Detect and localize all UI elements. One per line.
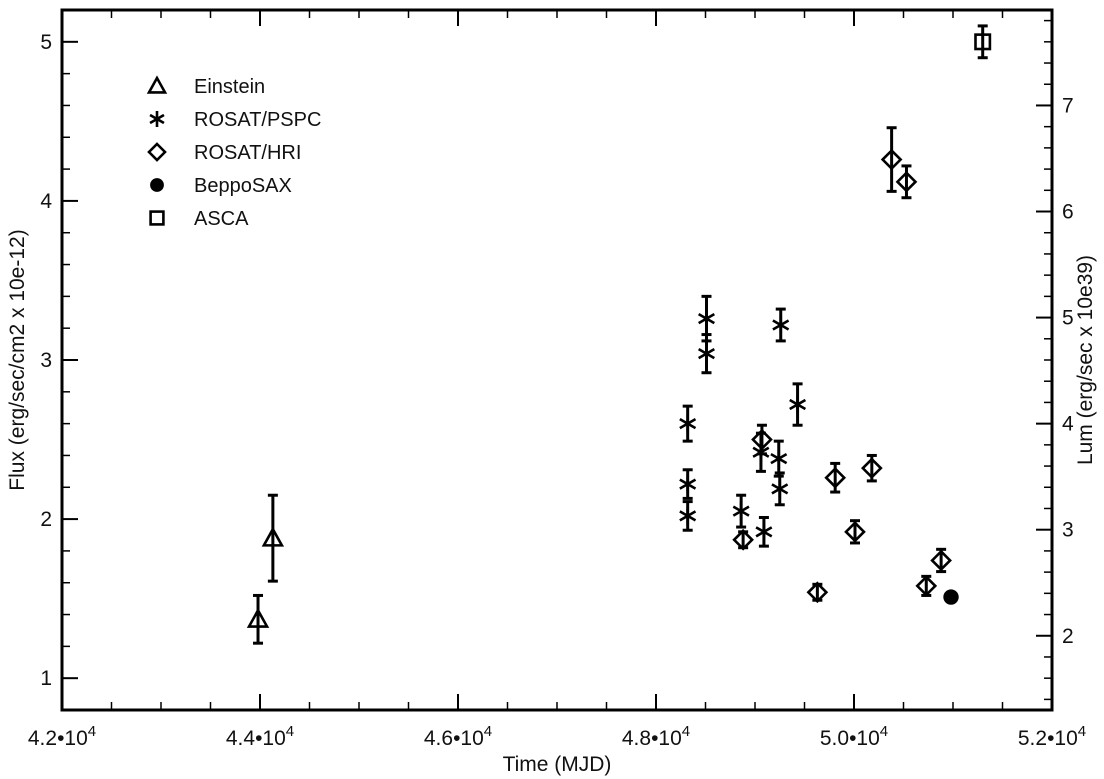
y-tick-label: 4 <box>40 190 52 213</box>
rosat-pspc-point-stroke <box>770 453 788 465</box>
legend-label-einstein: Einstein <box>194 76 265 98</box>
rosat-hri-point <box>915 575 938 597</box>
rosat-pspc-point <box>732 502 750 521</box>
rosat-pspc-point-stroke <box>732 505 750 517</box>
rosat-hri-point <box>880 148 903 171</box>
rosat-pspc-point-stroke <box>755 526 773 538</box>
rosat-pspc-point <box>755 522 773 541</box>
rosat-pspc-point <box>679 506 697 525</box>
rosat-pspc-point-stroke <box>679 418 697 430</box>
legend-marker-rosat-pspc-stroke <box>149 113 165 125</box>
x-axis-title: Time (MJD) <box>503 753 612 776</box>
legend: Einstein ROSAT/PSPC ROSAT/HRI BeppoSAX ASCA <box>146 75 321 230</box>
y2-tick-label: 4 <box>1062 413 1074 436</box>
einstein-error-bar <box>253 593 264 645</box>
rosat-pspc-point-stroke <box>789 398 807 411</box>
legend-label-bepposax: BeppoSAX <box>194 175 292 197</box>
rosat-pspc-point <box>679 414 697 433</box>
rosat-hri-point <box>844 520 866 543</box>
legend-label-rosat-pspc: ROSAT/PSPC <box>194 109 321 131</box>
einstein-point <box>261 526 285 547</box>
bepposax-point <box>943 589 959 605</box>
x-tick-label: 5.2•104 <box>1018 723 1086 750</box>
tick-labels: 4.2•104 4.4•104 4.6•104 4.8•104 5.0•104 5.2•1… <box>28 31 1086 750</box>
plot-frame <box>60 8 1054 712</box>
asca-error-bar <box>977 24 988 60</box>
y2-tick-label: 2 <box>1062 625 1074 648</box>
data-markers <box>246 33 992 628</box>
y-tick-label: 2 <box>40 508 52 531</box>
rosat-hri-point <box>751 428 773 451</box>
rosat-pspc-point-stroke <box>771 483 789 495</box>
rosat-hri-point <box>806 581 829 604</box>
y2-tick-label: 5 <box>1062 307 1074 330</box>
asca-point <box>974 33 992 51</box>
legend-marker-rosat-hri <box>147 142 167 162</box>
y2-tick-label: 6 <box>1062 201 1074 224</box>
rosat-hri-error-bar <box>886 126 897 193</box>
rosat-pspc-point <box>698 309 715 328</box>
x-tick-label: 4.8•104 <box>622 723 690 750</box>
rosat-pspc-point-stroke <box>752 446 770 458</box>
rosat-pspc-point <box>789 395 807 414</box>
x-tick-label: 4.6•104 <box>424 723 492 750</box>
rosat-pspc-point <box>770 449 788 468</box>
einstein-point <box>246 607 270 628</box>
rosat-pspc-point-stroke <box>679 478 697 490</box>
y2-tick-label: 3 <box>1062 519 1074 542</box>
rosat-hri-point <box>930 549 952 572</box>
legend-marker-rosat-pspc <box>149 111 165 127</box>
rosat-pspc-point-stroke <box>679 510 697 522</box>
rosat-pspc-point-stroke <box>698 313 715 325</box>
legend-label-asca: ASCA <box>194 208 249 230</box>
y2-tick-label: 7 <box>1062 94 1074 117</box>
rosat-hri-point <box>732 528 754 551</box>
rosat-hri-point <box>895 170 918 193</box>
x-tick-label: 4.4•104 <box>226 723 294 750</box>
rosat-hri-point <box>860 457 883 480</box>
y-tick-label: 3 <box>40 349 52 372</box>
rosat-pspc-point-stroke <box>698 348 715 360</box>
rosat-pspc-point <box>698 344 715 363</box>
legend-marker-einstein <box>146 75 168 94</box>
rosat-pspc-point <box>771 479 789 498</box>
rosat-pspc-point-stroke <box>772 319 790 331</box>
y-axis-title: Flux (erg/sec/cm2 x 10e-12) <box>6 229 29 490</box>
rosat-hri-point <box>824 466 847 489</box>
x-tick-label: 5.0•104 <box>820 723 888 750</box>
legend-marker-bepposax <box>150 178 164 192</box>
rosat-pspc-point <box>679 475 697 494</box>
legend-marker-asca <box>149 210 165 226</box>
y-tick-label: 1 <box>40 667 52 690</box>
rosat-pspc-point <box>772 316 790 334</box>
legend-label-rosat-hri: ROSAT/HRI <box>194 142 301 164</box>
x-tick-label: 4.2•104 <box>28 723 96 750</box>
y2-axis-title: Lum (erg/sec x 10e39) <box>1074 255 1097 465</box>
y-tick-label: 5 <box>40 31 52 54</box>
einstein-error-bar <box>267 493 278 583</box>
